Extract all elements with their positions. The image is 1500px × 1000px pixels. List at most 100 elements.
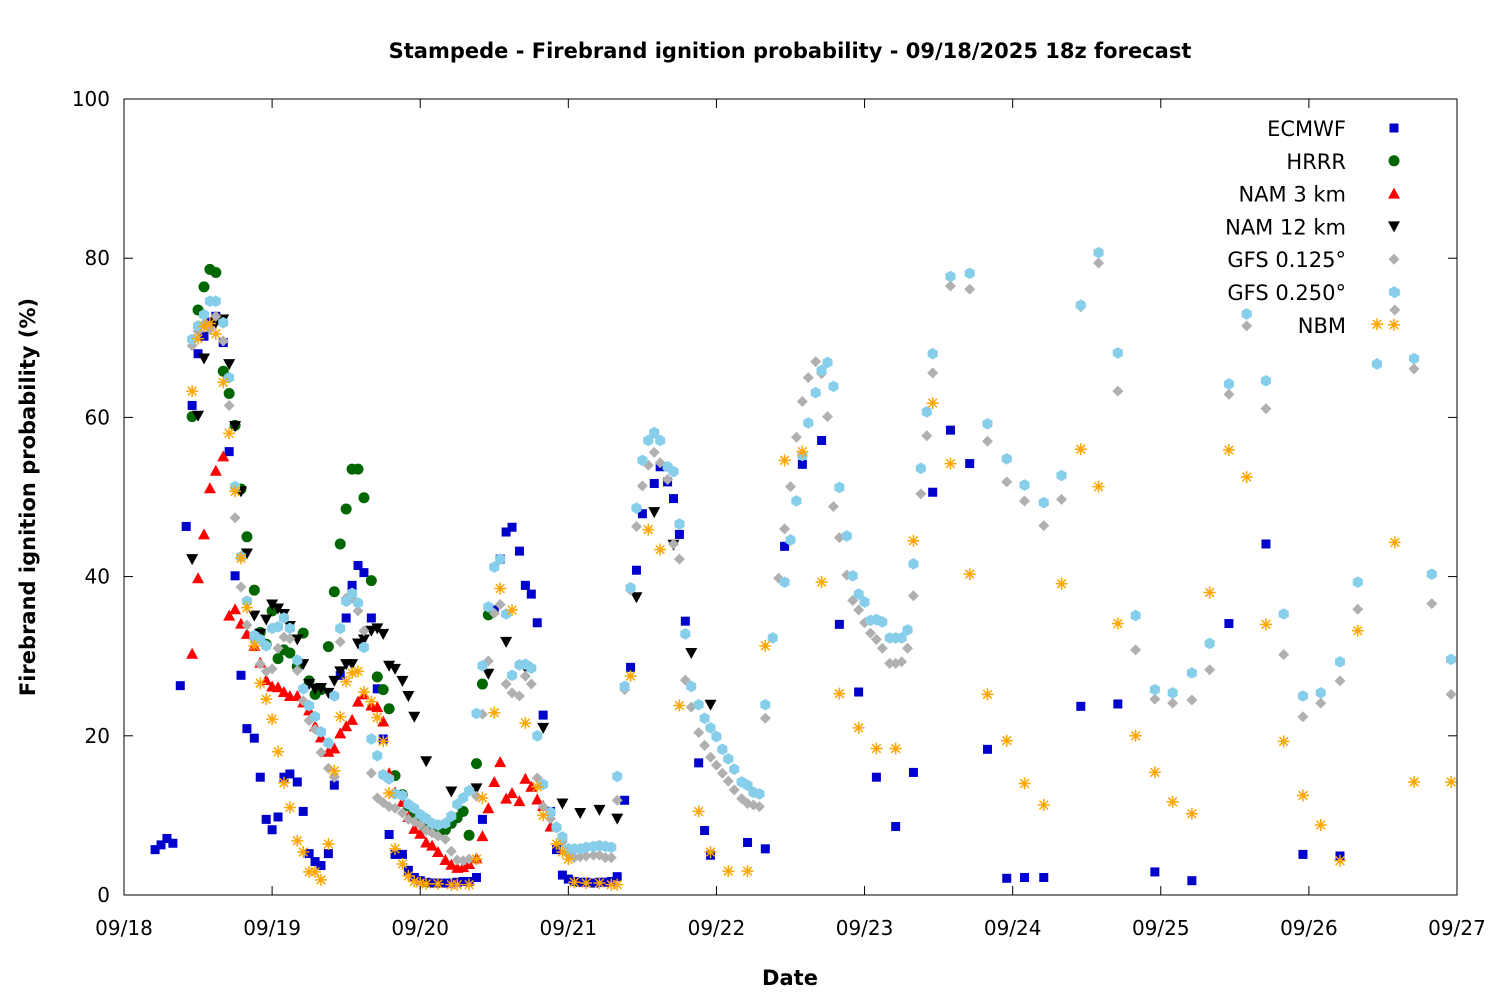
data-point — [470, 783, 483, 795]
data-point — [760, 698, 771, 711]
data-point — [389, 802, 401, 814]
data-point — [520, 580, 530, 590]
data-point — [891, 822, 901, 832]
data-point — [1000, 734, 1013, 747]
data-point — [278, 612, 289, 624]
chart-title: Stampede - Firebrand ignition probabilit… — [389, 39, 1192, 63]
data-point — [852, 721, 865, 734]
data-point — [431, 877, 444, 890]
data-point — [414, 827, 427, 839]
data-point — [1037, 799, 1050, 812]
data-point — [722, 775, 734, 787]
data-point — [1241, 308, 1252, 320]
data-point — [1056, 493, 1068, 505]
data-point — [1372, 358, 1383, 370]
data-point — [389, 663, 402, 675]
data-point — [915, 462, 926, 475]
data-point — [209, 464, 222, 476]
legend-marker — [1388, 253, 1400, 265]
data-point — [377, 715, 390, 727]
data-point — [944, 280, 956, 292]
data-point — [928, 487, 938, 497]
data-point — [619, 680, 630, 693]
data-point — [482, 802, 495, 814]
data-point — [556, 846, 569, 859]
data-point — [519, 717, 532, 730]
data-point — [506, 604, 519, 617]
data-point — [1038, 520, 1050, 532]
data-point — [907, 534, 920, 547]
data-point — [458, 792, 469, 804]
data-point — [876, 642, 888, 654]
data-point — [236, 670, 246, 680]
data-point — [249, 733, 259, 743]
data-point — [1315, 687, 1326, 699]
data-point — [778, 454, 791, 467]
x-tick-label: 09/21 — [540, 916, 598, 940]
data-point — [285, 769, 295, 779]
data-point — [414, 877, 427, 890]
data-point — [310, 710, 321, 723]
data-point — [217, 450, 230, 462]
data-point — [500, 792, 513, 804]
data-point — [203, 317, 216, 330]
data-point — [284, 622, 295, 635]
data-point — [1112, 385, 1124, 397]
data-point — [477, 814, 487, 824]
data-point — [1093, 257, 1105, 269]
data-point — [827, 501, 839, 513]
data-point — [908, 767, 918, 777]
data-point — [1075, 299, 1086, 311]
data-point — [272, 603, 285, 615]
data-point — [513, 795, 526, 807]
data-point — [816, 364, 827, 377]
data-point — [1388, 536, 1401, 549]
data-point — [705, 722, 716, 734]
data-point — [340, 675, 353, 688]
data-point — [346, 659, 359, 671]
data-point — [754, 788, 765, 800]
data-point — [217, 376, 230, 389]
data-point — [284, 647, 296, 659]
legend-marker — [1388, 318, 1400, 331]
data-point — [507, 522, 517, 532]
data-point — [439, 833, 451, 845]
data-point — [1260, 374, 1271, 387]
data-point — [402, 869, 415, 882]
data-point — [915, 488, 927, 500]
series-6 — [186, 317, 1458, 891]
legend-label: GFS 0.125° — [1227, 248, 1346, 272]
data-point — [593, 804, 606, 816]
data-point — [365, 695, 378, 708]
data-point — [457, 861, 470, 873]
data-point — [728, 784, 740, 796]
data-point — [760, 844, 770, 854]
data-point — [323, 849, 333, 859]
data-point — [277, 686, 290, 698]
data-point — [322, 745, 335, 757]
data-point — [694, 758, 704, 768]
data-point — [186, 554, 199, 566]
data-point — [284, 633, 296, 645]
data-point — [513, 690, 525, 702]
data-point — [742, 779, 753, 791]
data-point — [463, 829, 475, 841]
data-point — [346, 713, 359, 725]
data-point — [859, 596, 870, 608]
data-point — [501, 608, 512, 620]
data-point — [981, 435, 993, 447]
data-point — [1130, 609, 1141, 622]
data-point — [445, 845, 457, 857]
data-point — [229, 485, 242, 498]
data-point — [926, 397, 939, 410]
x-tick-label: 09/20 — [391, 916, 449, 940]
x-axis-title: Date — [762, 966, 818, 990]
data-point — [1315, 697, 1327, 709]
data-point — [963, 568, 976, 581]
data-point — [1167, 697, 1179, 709]
data-point — [341, 595, 352, 608]
data-point — [1186, 694, 1198, 706]
data-point — [303, 679, 316, 691]
data-point — [315, 747, 327, 759]
data-point — [630, 592, 643, 604]
